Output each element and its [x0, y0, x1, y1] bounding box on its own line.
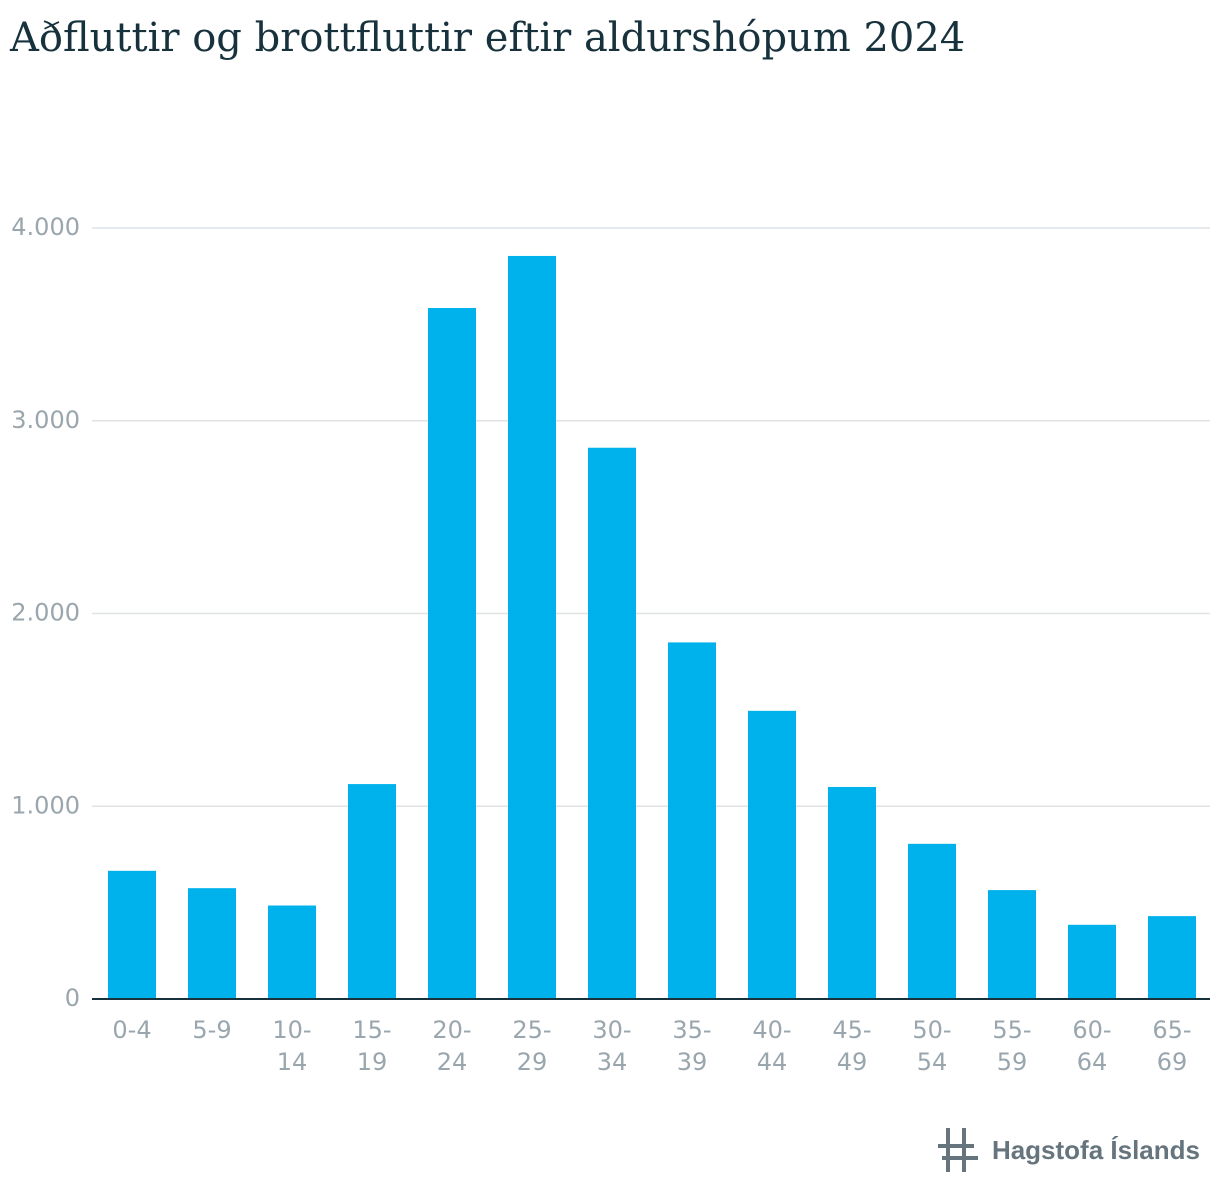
- logo-text: Hagstofa Íslands: [991, 1134, 1200, 1165]
- bar: [188, 888, 236, 999]
- x-tick-label: 20-24: [432, 1016, 471, 1076]
- x-tick-label: 35-39: [672, 1016, 711, 1076]
- x-tick-label: 40-44: [752, 1016, 791, 1076]
- x-tick-label: 55-59: [992, 1016, 1031, 1076]
- bar: [588, 447, 636, 999]
- x-tick-label: 25-29: [512, 1016, 551, 1076]
- chart-title: Aðfluttir og brottfluttir eftir aldurshó…: [10, 15, 966, 61]
- bar: [108, 870, 156, 999]
- bar: [748, 710, 796, 999]
- x-tick-label: 0-4: [112, 1016, 151, 1044]
- y-tick-label: 4.000: [11, 213, 80, 241]
- bar: [988, 890, 1036, 999]
- hagstofa-logo: Hagstofa Íslands: [937, 1126, 1200, 1174]
- y-tick-label: 1.000: [11, 791, 80, 819]
- y-tick-label: 2.000: [11, 599, 80, 627]
- bar: [1068, 924, 1116, 999]
- hagstofa-logo-icon: [937, 1128, 978, 1172]
- x-tick-label: 45-49: [832, 1016, 871, 1076]
- x-tick-label: 30-34: [592, 1016, 631, 1076]
- x-tick-label: 50-54: [912, 1016, 951, 1076]
- bar: [268, 905, 316, 999]
- y-tick-label: 0: [65, 984, 80, 1012]
- bar: [668, 642, 716, 999]
- x-tick-label: 65-69: [1152, 1016, 1191, 1076]
- x-tick-label: 15-19: [352, 1016, 391, 1076]
- bar: [428, 307, 476, 1000]
- bar: [348, 784, 396, 999]
- x-tick-label: 5-9: [192, 1016, 231, 1044]
- bar: [508, 255, 556, 1000]
- x-tick-label: 10-14: [272, 1016, 311, 1076]
- x-tick-label: 60-64: [1072, 1016, 1111, 1076]
- bar: [1148, 916, 1196, 999]
- bar: [908, 843, 956, 999]
- y-tick-label: 3.000: [11, 406, 80, 434]
- bar: [828, 786, 876, 999]
